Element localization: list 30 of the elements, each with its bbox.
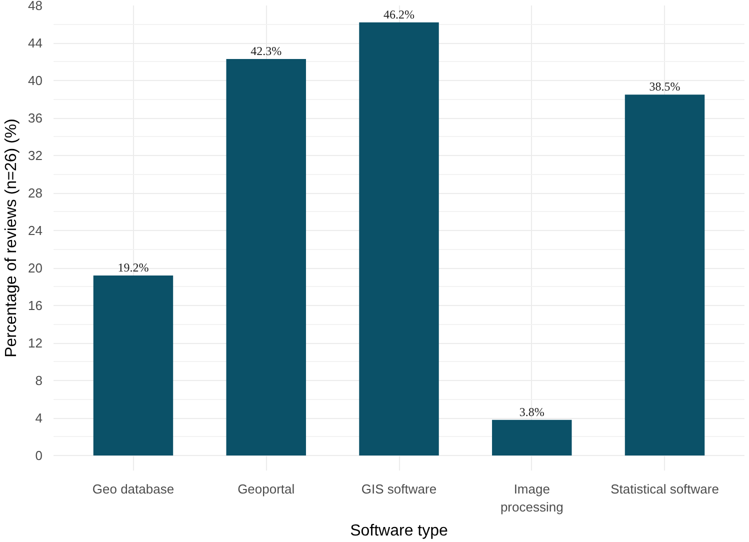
y-tick-label: 44 [28, 36, 43, 50]
y-tick-label: 20 [28, 260, 43, 276]
x-tick-label: Geo database [92, 482, 174, 496]
x-tick-label: Geoportal [238, 482, 295, 496]
bar [359, 22, 439, 456]
x-tick-label: GIS software [361, 482, 437, 496]
data-label: 3.8% [519, 404, 544, 419]
y-tick-label: 40 [28, 73, 43, 88]
y-tick-label: 36 [28, 110, 43, 126]
bar [226, 58, 306, 456]
data-label: 38.5% [649, 80, 680, 94]
y-tick-label: 16 [28, 298, 43, 313]
y-axis-title: Percentage of reviews (n=26) (%) [3, 118, 20, 358]
x-tick-label: Image processing [500, 482, 564, 514]
y-tick-label: 4 [35, 410, 43, 426]
bar [624, 94, 705, 456]
y-tick-label: 24 [28, 223, 43, 238]
bar [492, 420, 572, 456]
y-tick-label: 8 [35, 373, 43, 388]
y-tick-label: 32 [28, 148, 43, 163]
x-tick-label: Statistical software [610, 482, 719, 496]
data-label: 46.2% [384, 7, 414, 22]
data-label: 42.3% [250, 44, 282, 58]
x-axis-title: Software type [350, 522, 448, 540]
y-tick-label: 0 [35, 448, 43, 463]
bar [93, 276, 174, 456]
y-tick-label: 12 [28, 336, 43, 350]
y-tick-label: 48 [28, 0, 43, 13]
y-tick-label: 28 [28, 186, 43, 200]
data-label: 19.2% [118, 260, 149, 274]
